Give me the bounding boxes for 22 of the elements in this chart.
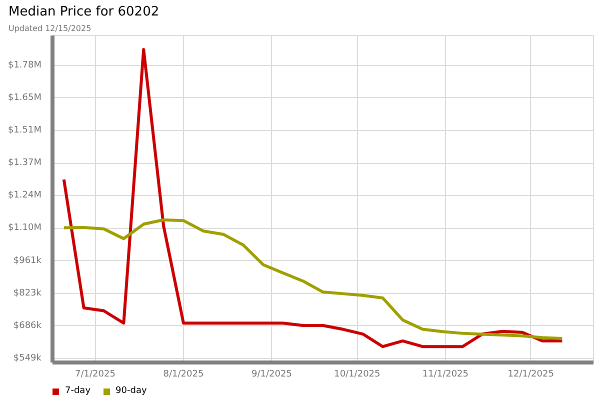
y-tick-label: $686k bbox=[13, 320, 42, 331]
chart-subtitle: Updated 12/15/2025 bbox=[8, 24, 92, 33]
y-tick-label: $1.37M bbox=[8, 158, 42, 168]
x-tick-label: 9/1/2025 bbox=[252, 370, 292, 380]
chart-title: Median Price for 60202 bbox=[8, 4, 160, 20]
x-tick-label: 10/1/2025 bbox=[334, 370, 380, 380]
x-tick-label: 8/1/2025 bbox=[163, 370, 204, 380]
y-tick-label: $1.10M bbox=[8, 223, 42, 234]
legend-label: 7-day bbox=[65, 386, 91, 396]
line-series bbox=[62, 48, 564, 348]
line-series bbox=[62, 218, 564, 340]
y-tick-label: $549k bbox=[13, 353, 42, 364]
y-tick-label: $1.51M bbox=[8, 125, 42, 136]
y-tick-label: $1.65M bbox=[8, 92, 42, 103]
y-tick-label: $961k bbox=[13, 256, 42, 266]
legend-label: 90-day bbox=[116, 386, 147, 396]
y-tick-label: $1.78M bbox=[8, 60, 42, 70]
x-tick-label: 7/1/2025 bbox=[75, 370, 116, 380]
x-tick-label: 11/1/2025 bbox=[422, 370, 469, 380]
y-tick-label: $1.24M bbox=[8, 190, 42, 201]
x-tick-label: 12/1/2025 bbox=[508, 370, 554, 380]
y-tick-label: $823k bbox=[13, 288, 42, 298]
